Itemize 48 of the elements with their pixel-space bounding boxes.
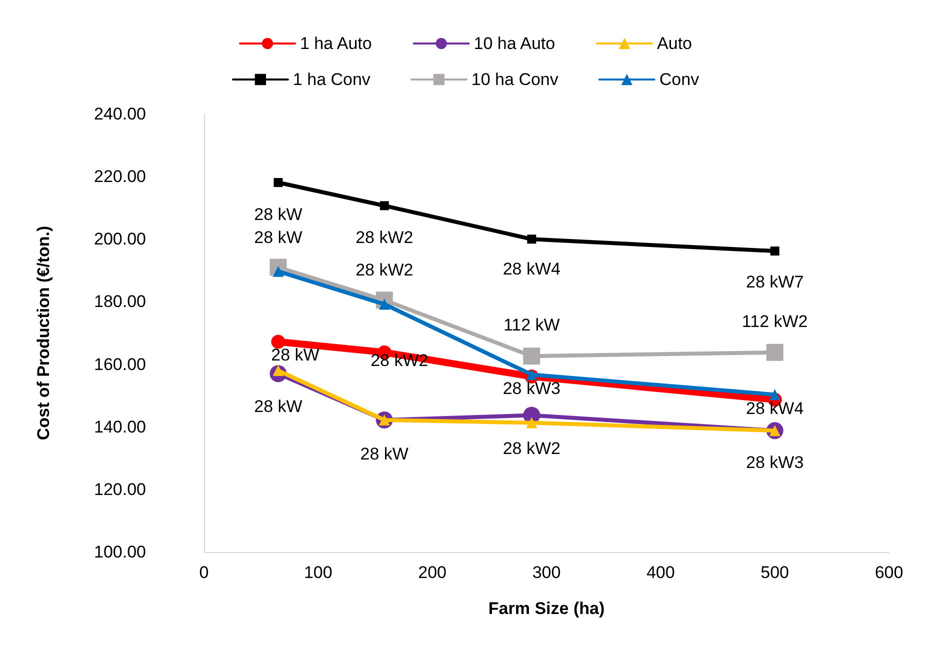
y-tick-label: 160.00 <box>94 354 146 374</box>
annotation: 28 kW3 <box>746 453 804 472</box>
point <box>527 234 536 244</box>
point <box>526 417 538 428</box>
x-tick-label: 100 <box>304 563 332 582</box>
y-tick-label: 100.00 <box>94 542 146 562</box>
annotation: 28 kW <box>271 345 320 364</box>
point <box>274 178 283 188</box>
point <box>526 369 538 380</box>
annotation: 28 kW <box>254 397 302 416</box>
x-tick-label: 300 <box>532 563 561 582</box>
x-tick-label: 400 <box>646 563 675 582</box>
annotation: 28 kW <box>360 444 408 464</box>
point <box>271 334 286 349</box>
annotation: 112 kW <box>503 316 560 335</box>
annotation: 28 kW7 <box>746 272 804 292</box>
point <box>380 201 389 210</box>
y-tick-label: 240.00 <box>94 104 146 124</box>
annotation: 28 kW <box>254 228 302 247</box>
y-tick-label: 140.00 <box>94 417 146 436</box>
legend-label: 1 ha Auto <box>300 34 372 53</box>
y-tick-label: 180.00 <box>94 292 146 312</box>
annotation: 28 kW3 <box>502 378 560 398</box>
y-axis-title: Cost of Production (€/ton.) <box>34 226 53 440</box>
legend-label: Auto <box>657 34 692 53</box>
point <box>523 348 540 365</box>
legend-label: 1 ha Conv <box>292 70 371 89</box>
annotation: 28 kW2 <box>502 438 560 458</box>
point <box>766 344 784 361</box>
point <box>770 246 780 256</box>
x-tick-label: 0 <box>199 563 209 582</box>
y-tick-label: 200.00 <box>94 230 146 249</box>
legend-label: 10 ha Conv <box>471 70 559 89</box>
annotation: 28 kW2 <box>356 260 414 280</box>
x-tick-label: 500 <box>760 563 790 582</box>
y-tick-label: 220.00 <box>94 167 146 186</box>
x-tick-label: 600 <box>874 563 904 582</box>
x-tick-label: 200 <box>418 563 447 582</box>
point <box>769 389 780 400</box>
x-axis-title: Farm Size (ha) <box>488 599 605 618</box>
annotation: 28 kW2 <box>356 228 414 248</box>
legend-label: Conv <box>659 70 700 89</box>
annotation: 28 kW4 <box>502 260 560 279</box>
annotation: 28 kW4 <box>746 399 804 418</box>
annotation: 28 kW <box>254 205 302 224</box>
legend-label: 10 ha Auto <box>474 34 556 53</box>
annotation: 112 kW2 <box>742 312 808 331</box>
y-tick-label: 120.00 <box>94 480 146 499</box>
